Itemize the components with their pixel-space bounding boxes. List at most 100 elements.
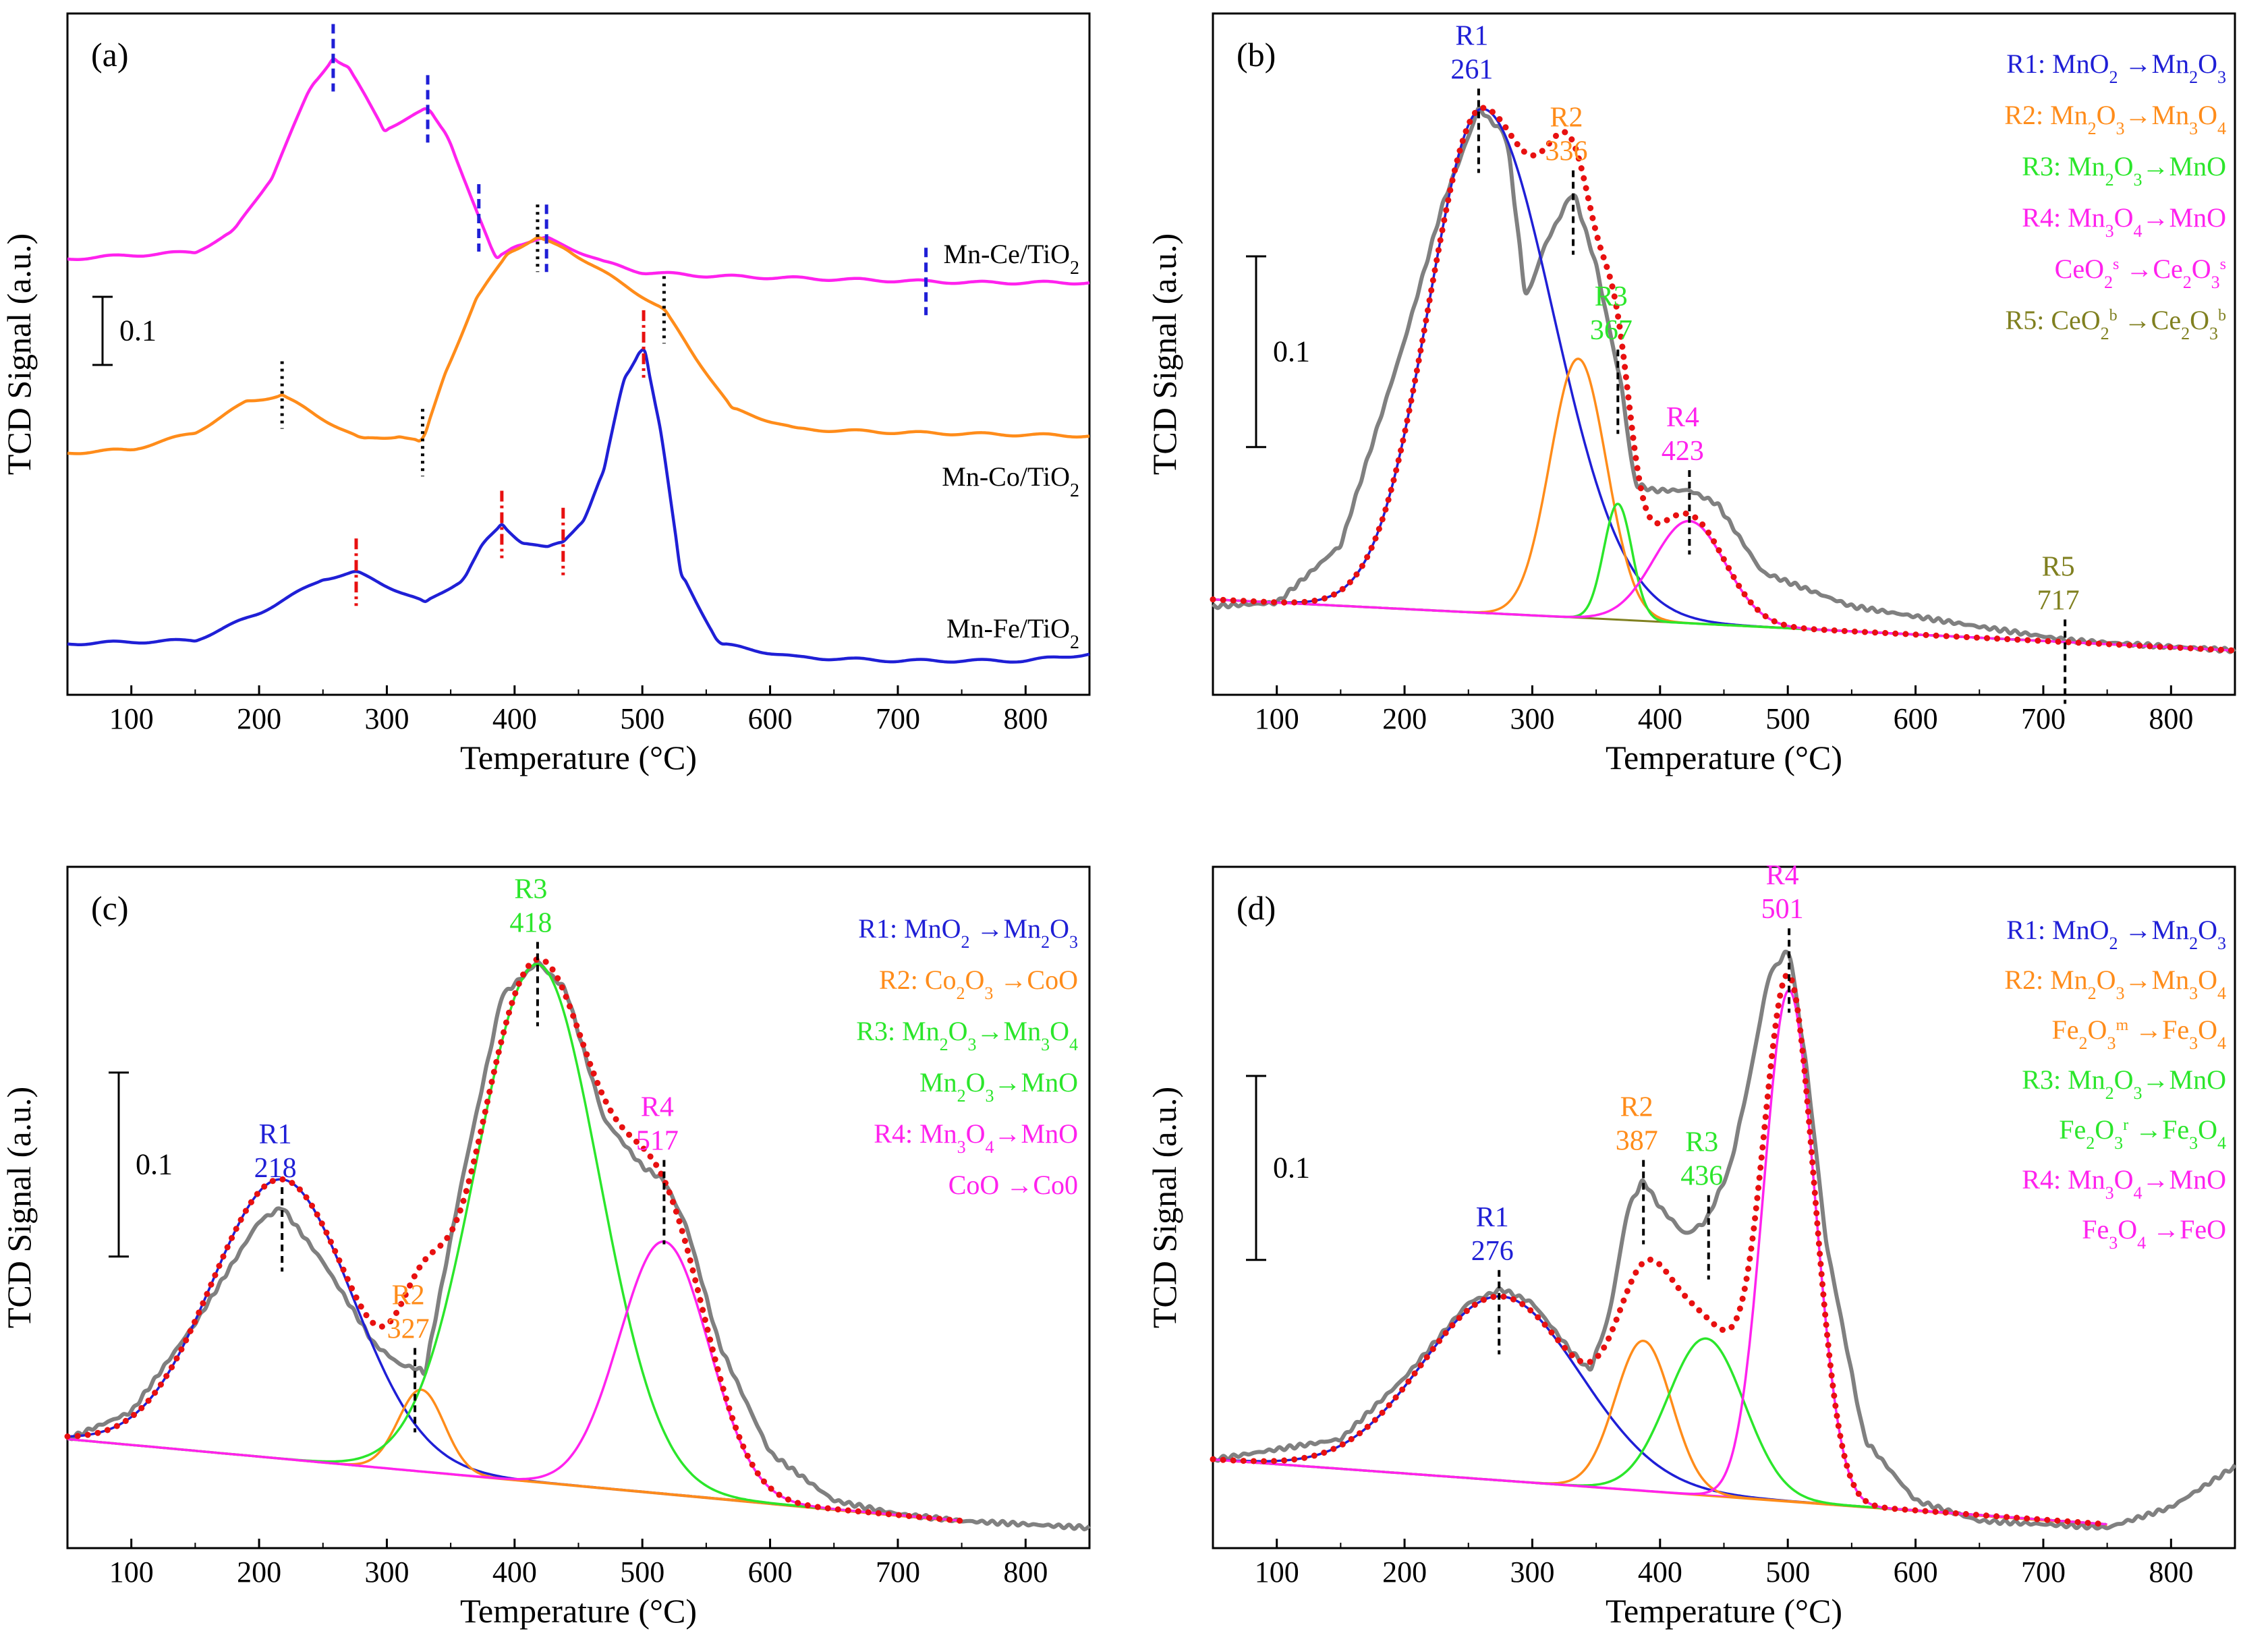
x-tick-label: 500	[620, 1556, 664, 1589]
panel-letter: (d)	[1237, 889, 1276, 927]
legend-entry: R4: Mn3O4→MnO	[2022, 202, 2226, 241]
peak-temperature: 418	[509, 907, 552, 938]
legend-entry: R1: MnO2 →Mn2O3	[858, 913, 1078, 952]
legend-entry: Fe2O3r →Fe3O4	[2059, 1114, 2226, 1153]
component-R1	[1212, 1295, 2106, 1526]
x-tick-label: 100	[1255, 1556, 1299, 1589]
peak-label: R3	[514, 874, 547, 905]
peak-label: R1	[259, 1119, 292, 1150]
y-axis-title: TCD Signal (a.u.)	[0, 233, 38, 475]
scale-bar-label: 0.1	[119, 314, 157, 347]
x-tick-label: 700	[876, 702, 920, 735]
peak-label: R4	[1666, 402, 1699, 433]
peak-label: R5	[2042, 551, 2075, 582]
legend-entry: R4: Mn3O4→MnO	[2022, 1164, 2226, 1203]
panel-a: 100 200 300 400 500 600 700 800 Temperature (°C)…	[0, 12, 1091, 776]
x-tick-label: 400	[492, 1556, 537, 1589]
component-R3	[1212, 503, 2233, 652]
plot-frame	[66, 12, 1091, 696]
x-tick-label: 300	[1510, 1556, 1554, 1589]
panel-letter: (a)	[91, 36, 129, 74]
fitted-sum-curve	[64, 956, 964, 1524]
x-tick-label: 800	[2149, 702, 2193, 735]
panel-d: 100 200 300 400 500 600 700 800 Temperature (°C)…	[1145, 860, 2237, 1630]
fitted-sum-curve	[1210, 971, 2109, 1527]
legend-entry: R3: Mn2O3→MnO	[2022, 151, 2226, 190]
panel-letter: (b)	[1237, 36, 1276, 74]
x-tick-label: 700	[2021, 702, 2066, 735]
peak-temperature: 218	[254, 1153, 297, 1184]
peak-label: R2	[1550, 103, 1583, 134]
peak-temperature: 717	[2037, 585, 2080, 616]
x-tick-label: 800	[1003, 702, 1048, 735]
peak-temperature: 423	[1662, 436, 1704, 467]
peak-label: R1	[1476, 1202, 1509, 1233]
experimental-curve	[1212, 949, 2237, 1531]
legend-entry: R1: MnO2 →Mn2O3	[2006, 915, 2226, 953]
legend-entry: R2: Co2O3 →CoO	[879, 965, 1078, 1003]
legend-entry: CoO →Co0	[948, 1170, 1078, 1200]
fitted-sum-curve	[1210, 105, 2236, 654]
peak-label: R2	[1620, 1092, 1653, 1123]
peak-temperature: 261	[1450, 54, 1493, 85]
legend-entry: R5: CeO2b →Ce2O3b	[2006, 305, 2226, 343]
series-label: Mn-Ce/TiO2	[944, 239, 1079, 279]
x-axis-title: Temperature (°C)	[1606, 739, 1842, 776]
x-tick-label: 300	[364, 702, 409, 735]
peak-temperature: 276	[1471, 1236, 1514, 1267]
x-tick-label: 800	[2149, 1556, 2193, 1589]
y-axis-title: TCD Signal (a.u.)	[1145, 233, 1183, 475]
legend-entry: Mn2O3→MnO	[919, 1067, 1078, 1106]
x-tick-label: 200	[237, 702, 281, 735]
x-tick-label: 200	[237, 1556, 281, 1589]
x-tick-label: 300	[364, 1556, 409, 1589]
series-line-Mn-Co/TiO₂	[67, 235, 1090, 455]
x-tick-label: 400	[1638, 1556, 1682, 1589]
component-R1	[1212, 107, 2233, 652]
x-tick-label: 800	[1003, 1556, 1048, 1589]
legend-entry: CeO2s →Ce2O3s	[2055, 254, 2226, 292]
y-axis-title: TCD Signal (a.u.)	[0, 1087, 38, 1328]
peak-label: R4	[641, 1092, 674, 1123]
legend-entry: R3: Mn2O3→Mn3O4	[856, 1016, 1078, 1054]
peak-label: R3	[1685, 1127, 1718, 1158]
x-tick-label: 400	[492, 702, 537, 735]
x-axis-title: Temperature (°C)	[460, 739, 697, 776]
x-tick-label: 200	[1382, 1556, 1427, 1589]
x-tick-label: 100	[109, 702, 154, 735]
peak-label: R1	[1455, 20, 1488, 51]
scale-bar-label: 0.1	[1273, 335, 1310, 368]
legend-entry: R4: Mn3O4→MnO	[874, 1118, 1078, 1157]
x-tick-label: 500	[1765, 1556, 1810, 1589]
legend-entry: Fe3O4 →FeO	[2082, 1214, 2226, 1253]
x-tick-label: 600	[1894, 1556, 1938, 1589]
component-R2	[67, 1388, 961, 1522]
peak-label: R3	[1595, 281, 1628, 312]
panel-c: 100 200 300 400 500 600 700 800 Temperature (°C)…	[0, 865, 1091, 1630]
legend-entry: R1: MnO2 →Mn2O3	[2006, 49, 2226, 87]
component-R4	[67, 1240, 961, 1522]
peak-temperature: 336	[1545, 136, 1588, 167]
peak-temperature: 327	[387, 1313, 430, 1344]
x-tick-label: 100	[1255, 702, 1299, 735]
x-tick-label: 500	[620, 702, 664, 735]
x-tick-label: 600	[748, 1556, 793, 1589]
scale-bar-label: 0.1	[136, 1147, 173, 1180]
y-axis-title: TCD Signal (a.u.)	[1145, 1087, 1183, 1328]
peak-temperature: 436	[1680, 1161, 1723, 1192]
x-tick-label: 500	[1765, 702, 1810, 735]
x-tick-label: 600	[1894, 702, 1938, 735]
peak-temperature: 501	[1761, 894, 1804, 925]
series-line-Mn-Ce/TiO₂	[67, 57, 1090, 286]
legend-entry: Fe2O3m →Fe3O4	[2052, 1015, 2226, 1053]
component-R1	[67, 1178, 961, 1522]
peak-label: R4	[1766, 860, 1799, 891]
legend-entry: R3: Mn2O3→MnO	[2022, 1064, 2226, 1103]
component-R4	[1212, 989, 2106, 1526]
panel-b: 100 200 300 400 500 600 700 800 Temperature (°C)…	[1145, 12, 2236, 776]
peak-temperature: 387	[1616, 1126, 1658, 1157]
experimental-curve	[1212, 106, 2236, 654]
x-tick-label: 700	[876, 1556, 920, 1589]
x-tick-label: 600	[748, 702, 793, 735]
